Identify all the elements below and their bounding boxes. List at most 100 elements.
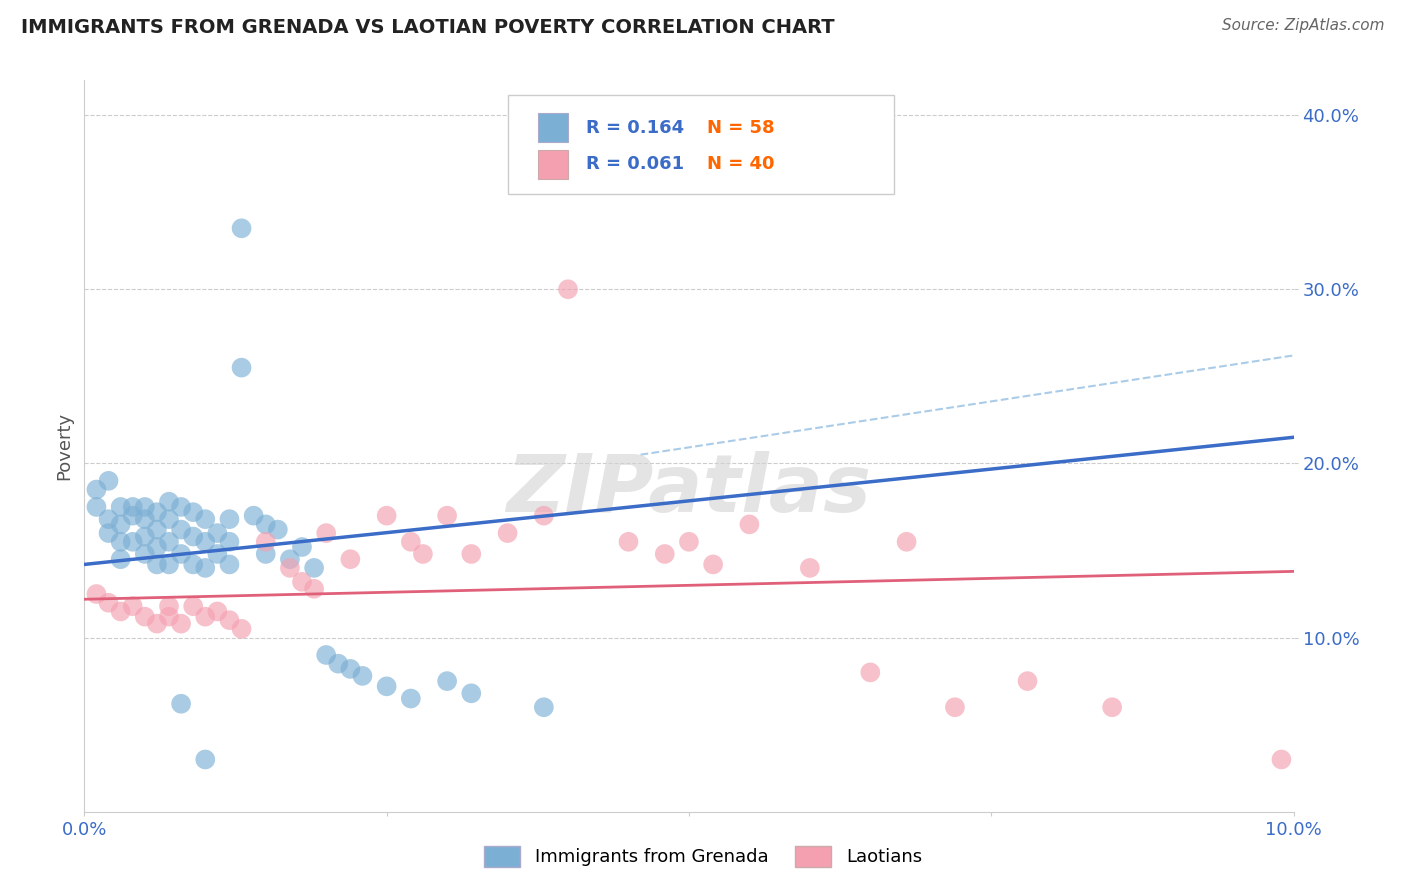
Point bbox=[181, 530, 204, 544]
Text: R = 0.164: R = 0.164 bbox=[586, 119, 685, 136]
Point bbox=[146, 558, 169, 572]
Point bbox=[436, 674, 458, 689]
Point bbox=[121, 500, 143, 514]
Point bbox=[207, 526, 229, 541]
Point bbox=[110, 500, 132, 514]
Point bbox=[181, 599, 204, 614]
Point bbox=[134, 500, 156, 514]
Point bbox=[218, 558, 240, 572]
Point bbox=[1270, 752, 1292, 766]
Point bbox=[134, 547, 156, 561]
Point bbox=[399, 534, 422, 549]
Point bbox=[557, 282, 579, 296]
Point bbox=[799, 561, 821, 575]
Text: N = 58: N = 58 bbox=[707, 119, 775, 136]
Point bbox=[254, 547, 277, 561]
Point bbox=[291, 574, 314, 589]
Point bbox=[121, 508, 143, 523]
Point bbox=[97, 526, 120, 541]
Point bbox=[231, 622, 253, 636]
Point bbox=[242, 508, 264, 523]
Point bbox=[207, 547, 229, 561]
Point bbox=[110, 604, 132, 618]
Point bbox=[254, 517, 277, 532]
Point bbox=[134, 512, 156, 526]
Point bbox=[194, 752, 217, 766]
Point bbox=[231, 221, 253, 235]
Point bbox=[339, 552, 361, 566]
Text: Source: ZipAtlas.com: Source: ZipAtlas.com bbox=[1222, 18, 1385, 33]
Point bbox=[412, 547, 434, 561]
FancyBboxPatch shape bbox=[508, 95, 894, 194]
FancyBboxPatch shape bbox=[538, 113, 568, 143]
Point bbox=[170, 616, 193, 631]
Point bbox=[375, 508, 398, 523]
Point bbox=[460, 686, 482, 700]
Point bbox=[218, 534, 240, 549]
Text: ZIPatlas: ZIPatlas bbox=[506, 450, 872, 529]
Point bbox=[533, 508, 555, 523]
Point bbox=[352, 669, 374, 683]
Point bbox=[110, 517, 132, 532]
Point bbox=[460, 547, 482, 561]
Point bbox=[267, 523, 290, 537]
FancyBboxPatch shape bbox=[538, 150, 568, 179]
Point bbox=[194, 534, 217, 549]
Point bbox=[86, 500, 108, 514]
Point bbox=[181, 505, 204, 519]
Point bbox=[943, 700, 966, 714]
Point bbox=[291, 540, 314, 554]
Point bbox=[170, 547, 193, 561]
Point bbox=[97, 474, 120, 488]
Point bbox=[654, 547, 676, 561]
Point bbox=[97, 596, 120, 610]
Point bbox=[1101, 700, 1123, 714]
Point bbox=[157, 558, 180, 572]
Point bbox=[170, 523, 193, 537]
Point bbox=[146, 523, 169, 537]
Text: N = 40: N = 40 bbox=[707, 155, 775, 173]
Point bbox=[302, 561, 325, 575]
Point bbox=[181, 558, 204, 572]
Point bbox=[157, 512, 180, 526]
Point bbox=[339, 662, 361, 676]
Point bbox=[254, 534, 277, 549]
Point bbox=[496, 526, 519, 541]
Point bbox=[702, 558, 724, 572]
Point bbox=[194, 512, 217, 526]
Point bbox=[86, 587, 108, 601]
Point bbox=[896, 534, 918, 549]
Point bbox=[1017, 674, 1039, 689]
Point bbox=[97, 512, 120, 526]
Point bbox=[121, 534, 143, 549]
Point bbox=[146, 505, 169, 519]
Point bbox=[157, 494, 180, 508]
Text: IMMIGRANTS FROM GRENADA VS LAOTIAN POVERTY CORRELATION CHART: IMMIGRANTS FROM GRENADA VS LAOTIAN POVER… bbox=[21, 18, 835, 37]
Point bbox=[157, 534, 180, 549]
Point bbox=[231, 360, 253, 375]
Point bbox=[533, 700, 555, 714]
Point bbox=[194, 561, 217, 575]
Point bbox=[328, 657, 350, 671]
Point bbox=[375, 679, 398, 693]
Point bbox=[859, 665, 882, 680]
Point bbox=[194, 609, 217, 624]
Point bbox=[134, 530, 156, 544]
Point bbox=[436, 508, 458, 523]
Point bbox=[738, 517, 761, 532]
Point bbox=[399, 691, 422, 706]
Point bbox=[110, 552, 132, 566]
Point bbox=[86, 483, 108, 497]
Point bbox=[207, 604, 229, 618]
Point bbox=[315, 526, 337, 541]
Text: R = 0.061: R = 0.061 bbox=[586, 155, 685, 173]
Point bbox=[157, 599, 180, 614]
Point bbox=[146, 616, 169, 631]
Point bbox=[278, 561, 301, 575]
Point bbox=[678, 534, 700, 549]
Point bbox=[146, 540, 169, 554]
Point bbox=[302, 582, 325, 596]
Y-axis label: Poverty: Poverty bbox=[55, 412, 73, 480]
Point bbox=[157, 609, 180, 624]
Point bbox=[617, 534, 640, 549]
